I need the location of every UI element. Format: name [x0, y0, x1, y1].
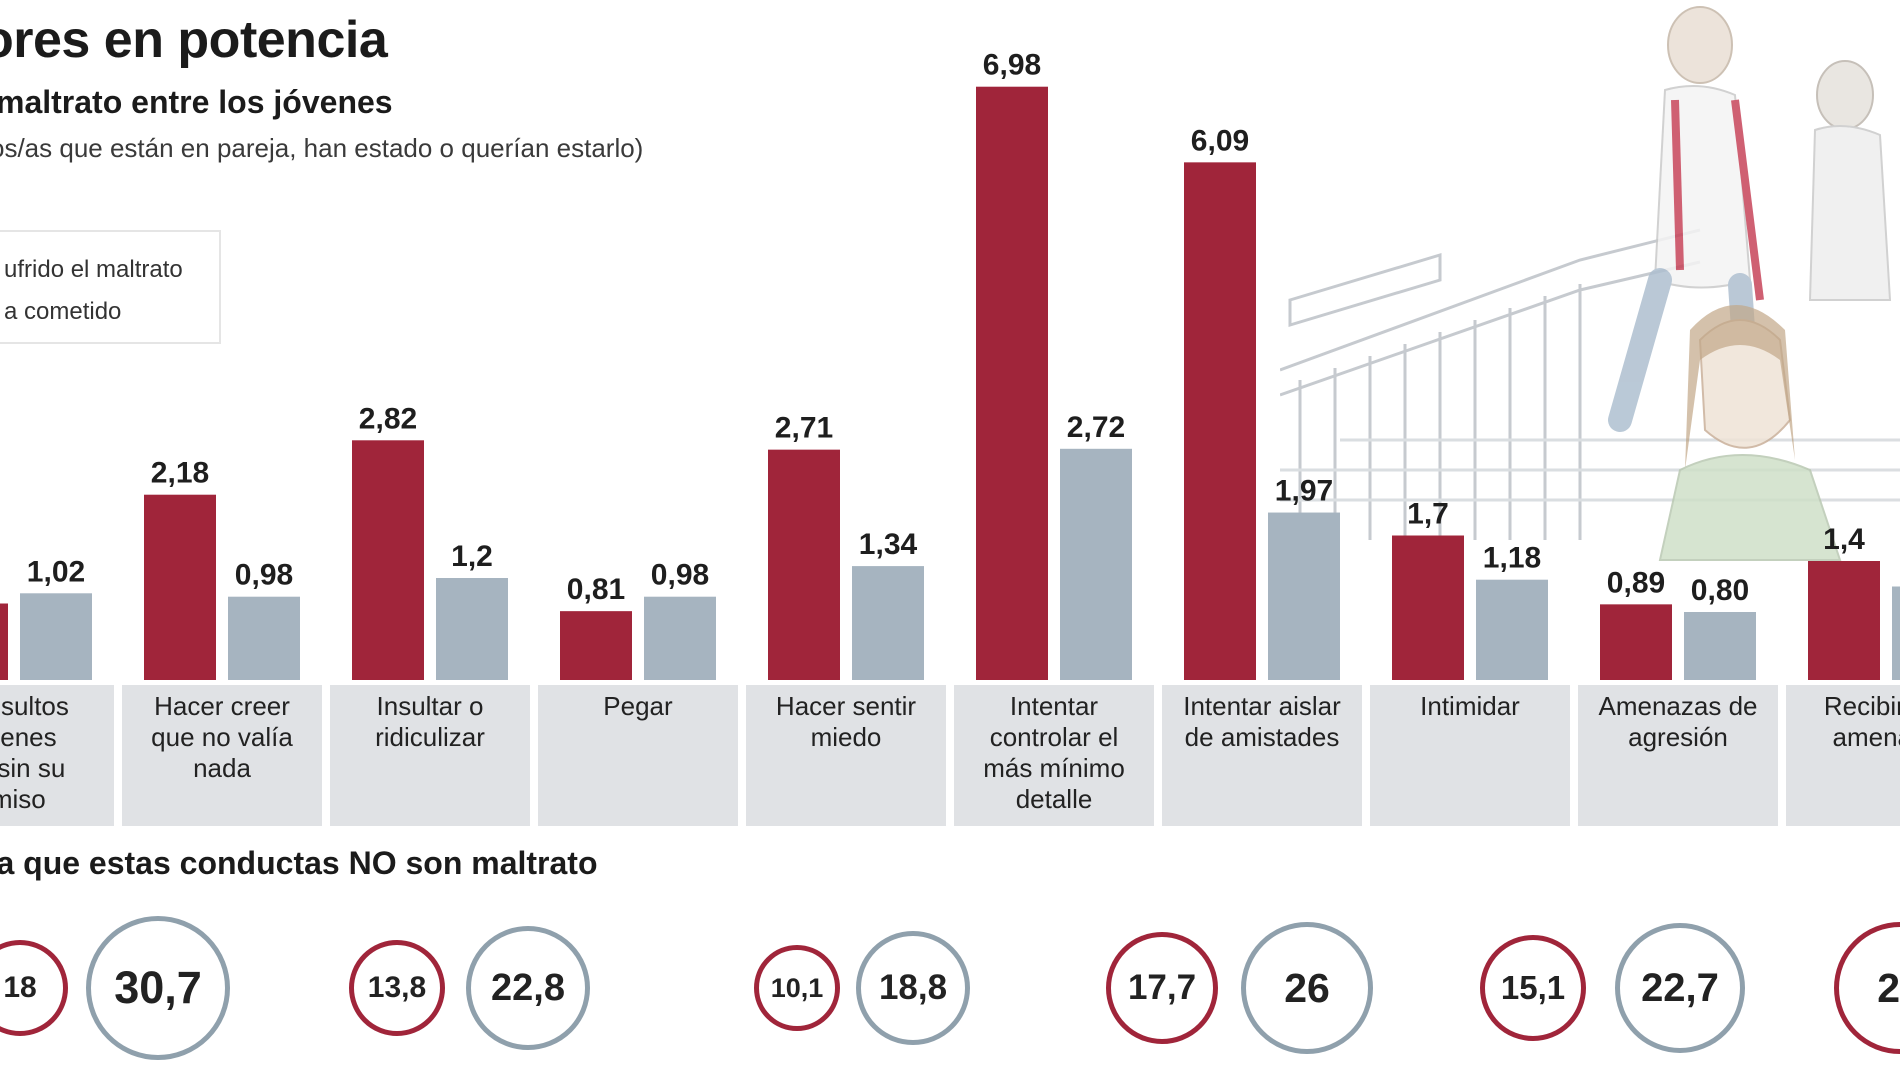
legend-item-committed: a cometido: [0, 298, 121, 326]
circle-value: 22,8: [466, 926, 590, 1050]
circle-value: 17,7: [1106, 932, 1218, 1044]
category-label: Recibir meamenaza: [1786, 685, 1900, 826]
data-label: 1,34: [859, 528, 918, 561]
bar-suffered: [0, 603, 8, 680]
data-label: 0,89: [1607, 566, 1665, 599]
data-label: 0,80: [1691, 574, 1749, 607]
category-label: Intentar controlar el más mínimo detalle: [954, 685, 1154, 826]
circle-value: 13,8: [349, 940, 445, 1036]
circle-label: 17,7: [1127, 968, 1197, 1007]
bar-committed: [436, 578, 508, 680]
data-label: 2,18: [151, 457, 209, 490]
bar-committed: [1060, 448, 1132, 680]
legend-item-suffered: ufrido el maltrato: [0, 256, 183, 284]
data-label: 0,98: [651, 559, 709, 592]
circle-value: 15,1: [1480, 935, 1586, 1041]
chart-subtitle: maltrato entre los jóvenes: [0, 84, 393, 120]
circle-value: 10,1: [754, 945, 840, 1031]
bar-committed: [852, 566, 924, 680]
circle-label: 15,1: [1500, 969, 1566, 1006]
data-label: 2,71: [775, 412, 833, 445]
category-label: Intimidar: [1370, 685, 1570, 826]
legend-label-committed: a cometido: [4, 298, 122, 325]
data-label: 1,7: [1407, 498, 1449, 531]
data-label: 6,09: [1191, 124, 1249, 157]
circle-value: 18,8: [856, 931, 970, 1045]
bar-suffered: [1184, 162, 1256, 681]
legend: ufrido el maltrato a cometido: [0, 230, 221, 344]
bar-suffered: [560, 611, 632, 680]
category-label: ir insultoságenesos sin surmiso: [0, 685, 114, 826]
circle-label: 26: [1877, 964, 1900, 1011]
circle-label: 22,8: [491, 966, 565, 1009]
data-label: 1,4: [1823, 523, 1865, 556]
circle-label: 26: [1284, 964, 1330, 1011]
bar-committed: [644, 596, 716, 680]
bar-committed: [20, 593, 92, 680]
data-label: 0,98: [235, 559, 293, 592]
bar-suffered: [144, 494, 216, 680]
circle-value: 26: [1241, 922, 1373, 1054]
data-label: 1,2: [451, 540, 493, 573]
category-label: Amenazas de agresión: [1578, 685, 1778, 826]
category-label: Hacer creer que no valía nada: [122, 685, 322, 826]
category-label: Intentar aislar de amistades: [1162, 685, 1362, 826]
bar-committed: [1684, 612, 1756, 680]
data-label: 1,02: [27, 555, 85, 588]
circle-label: 18,8: [878, 968, 948, 1007]
data-label: 0,81: [567, 573, 625, 606]
data-label: 2,72: [1067, 411, 1125, 444]
data-label: 1,18: [1483, 542, 1541, 575]
circle-label: 13,8: [367, 971, 427, 1004]
category-label: Insultar o ridiculizar: [330, 685, 530, 826]
bar-committed: [228, 596, 300, 680]
bar-suffered: [768, 449, 840, 680]
circle-label: 18: [3, 971, 37, 1004]
bar-committed: [1268, 512, 1340, 680]
data-label: 6,98: [983, 49, 1041, 82]
bar-suffered: [1600, 604, 1672, 680]
bar-suffered: [352, 440, 424, 680]
circle-value: 22,7: [1615, 923, 1745, 1053]
circle-label: 22,7: [1641, 965, 1719, 1010]
bottom-section-title: ra que estas conductas NO son maltrato: [0, 845, 598, 881]
bar-committed: [1476, 579, 1548, 680]
data-label: 1,97: [1275, 475, 1333, 508]
bar-suffered: [1808, 561, 1880, 680]
chart-title: ores en potencia: [0, 11, 388, 69]
circle-value: 30,7: [86, 916, 230, 1060]
bar-suffered: [1392, 535, 1464, 680]
circle-label: 30,7: [114, 962, 202, 1013]
chart-note: os/as que están en pareja, han estado o …: [0, 133, 644, 163]
category-label: Hacer sentir miedo: [746, 685, 946, 826]
data-label: 2,82: [359, 402, 417, 435]
category-label: Pegar: [538, 685, 738, 826]
legend-label-suffered: ufrido el maltrato: [4, 256, 183, 283]
bar-suffered: [976, 86, 1048, 680]
circle-label: 10,1: [770, 972, 824, 1003]
bar-committed: [1892, 586, 1900, 680]
